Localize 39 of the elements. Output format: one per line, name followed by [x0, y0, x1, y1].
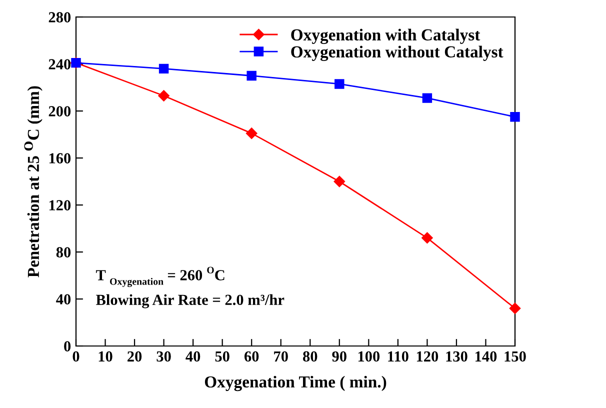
point — [422, 232, 433, 244]
x-tick-label: 90 — [332, 351, 346, 362]
point — [246, 70, 256, 81]
x-tick-label: 60 — [244, 351, 259, 362]
y-axis-title: Penetration at 25 $^{O}$C (mm) — [24, 86, 42, 278]
legend-label: Oxygenation without Catalyst — [291, 46, 504, 62]
y-tick-label: 160 — [49, 153, 71, 164]
x-tick-label: 150 — [504, 351, 526, 362]
x-tick-label: 100 — [358, 351, 380, 362]
y-tick-label: 80 — [56, 247, 71, 258]
point — [509, 302, 521, 314]
x-tick-label: 70 — [274, 351, 288, 362]
x-tick-label: 0 — [72, 351, 80, 362]
x-tick-label: 80 — [303, 351, 318, 362]
y-tick-label: 240 — [48, 59, 71, 70]
point — [334, 79, 344, 89]
y-tick-label: 280 — [48, 12, 71, 22]
y-tick-label: 120 — [49, 200, 71, 210]
x-tick-label: 50 — [215, 351, 230, 362]
y-tick-label: 0 — [64, 341, 71, 352]
x-axis-title: Oxygenation Time ( min.) — [204, 376, 386, 392]
point — [246, 128, 258, 139]
x-tick-label: 10 — [98, 351, 112, 362]
point — [158, 64, 169, 74]
point — [158, 90, 170, 102]
annotation: Blowing Air Rate = 2.0 m³/hr — [96, 294, 284, 308]
x-tick-label: 30 — [156, 351, 171, 362]
x-tick-label: 140 — [476, 351, 497, 362]
x-tick-label: 20 — [128, 351, 142, 362]
x-tick-label: 120 — [416, 351, 438, 362]
y-tick-label: 40 — [56, 294, 71, 304]
point — [422, 93, 432, 103]
point — [510, 112, 520, 122]
x-tick-label: 130 — [446, 351, 468, 362]
point — [334, 176, 346, 188]
y-tick-label: 200 — [48, 106, 71, 116]
x-tick-label: 110 — [388, 351, 408, 362]
x-tick-label: 40 — [186, 351, 200, 362]
legend-label: Oxygenation with Catalyst — [291, 28, 480, 44]
